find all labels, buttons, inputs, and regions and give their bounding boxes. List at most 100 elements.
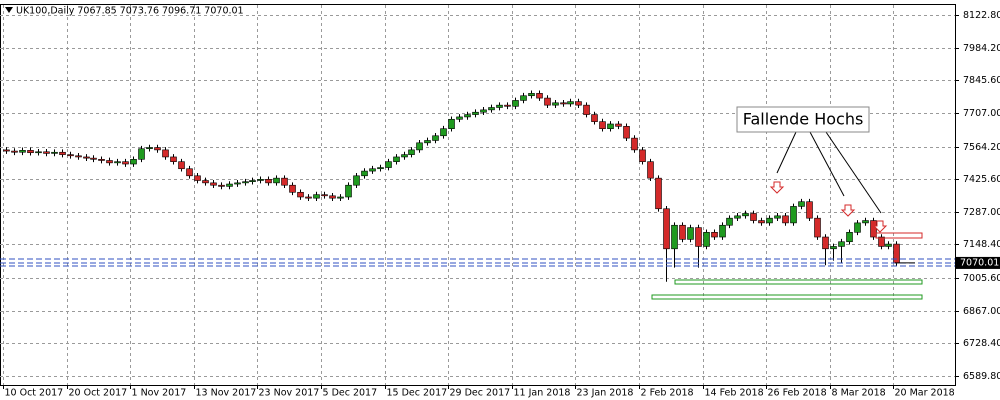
candle-body [289, 184, 296, 193]
candle-body [798, 201, 805, 207]
candle-body [321, 194, 328, 197]
candle-body [782, 215, 789, 224]
down-arrow [872, 220, 888, 233]
candle-body [504, 104, 511, 107]
candle-body [218, 184, 225, 187]
candle-body [19, 150, 26, 153]
x-tick-label: 23 Jan 2018 [577, 388, 634, 399]
candle-body [162, 149, 169, 158]
y-tick-label: 6728.40 [963, 338, 1000, 349]
candle-body [106, 160, 113, 164]
candle-body [854, 222, 861, 233]
y-tick-label: 7005.60 [963, 273, 1000, 284]
x-tick-label: 5 Dec 2017 [323, 388, 378, 399]
candle-body [695, 227, 702, 247]
candle-body [528, 93, 535, 97]
candle-body [790, 206, 797, 224]
candle-body [806, 201, 813, 219]
y-tick-label: 7845.60 [963, 75, 1000, 86]
annotation: Fallende Hochs [743, 110, 864, 129]
candle-body [544, 97, 551, 106]
pointer-line [809, 131, 845, 197]
candle-body [599, 121, 606, 129]
candle-body [822, 236, 829, 250]
candle-body [878, 236, 885, 247]
candle-body [424, 140, 431, 144]
y-tick-label: 7564.20 [963, 142, 1000, 153]
y-tick-label: 6589.80 [963, 371, 1000, 382]
candle-body [90, 157, 97, 160]
y-tick-label: 7148.40 [963, 239, 1000, 250]
x-tick-label: 1 Nov 2017 [132, 388, 187, 399]
candle-body [59, 151, 66, 155]
candle-body [98, 159, 105, 161]
candles [3, 90, 900, 282]
candle-body [242, 181, 249, 184]
y-tick-label: 8122.80 [963, 10, 1000, 21]
candle-body [345, 184, 352, 198]
candle-body [401, 154, 408, 158]
candle-body [178, 161, 185, 170]
annotation-lines [776, 131, 882, 214]
support-box [651, 294, 923, 300]
candle-body [265, 179, 272, 184]
candle-body [51, 151, 58, 154]
candle-body [663, 208, 670, 250]
candle-body [536, 93, 543, 99]
candle-body [440, 128, 447, 137]
pointer-line [825, 131, 882, 214]
candle-body [814, 217, 821, 238]
candle-body [750, 213, 757, 221]
candle-body [11, 150, 18, 153]
candle-body [202, 180, 209, 184]
candle-body [607, 123, 614, 129]
candle-body [480, 109, 487, 113]
candle-body [885, 243, 892, 247]
x-tick-label: 20 Oct 2017 [69, 388, 128, 399]
resistance-box [875, 232, 923, 239]
candle-body [687, 227, 694, 240]
candle-body [75, 155, 82, 158]
candle-body [703, 232, 710, 247]
candle-body [512, 100, 519, 107]
candle-body [496, 104, 503, 108]
x-tick-label: 2 Feb 2018 [641, 388, 694, 399]
candle-body [583, 104, 590, 115]
candle-body [774, 215, 781, 219]
candle-body [281, 177, 288, 186]
candle-body [591, 114, 598, 122]
candle-body [35, 151, 42, 154]
x-tick-label: 10 Oct 2017 [5, 388, 64, 399]
candle-body [567, 101, 574, 105]
candle-body [234, 182, 241, 185]
candle-body [615, 123, 622, 127]
y-tick-label: 7707.00 [963, 108, 1000, 119]
candle-body [639, 149, 646, 162]
down-arrow [769, 181, 785, 194]
x-tick-label: 11 Jan 2018 [514, 388, 571, 399]
candle-body [313, 194, 320, 199]
candle-body [846, 232, 853, 243]
candle-body [472, 111, 479, 115]
y-tick-label: 6867.00 [963, 306, 1000, 317]
candle-body [456, 116, 463, 120]
candle-body [520, 95, 527, 101]
x-tick-label: 29 Dec 2017 [450, 388, 511, 399]
candle-body [43, 151, 50, 154]
candle-body [3, 149, 10, 152]
candle-body [122, 161, 129, 165]
candle-body [560, 102, 567, 105]
candle-body [464, 114, 471, 118]
candle-body [369, 168, 376, 172]
candle-body [27, 150, 34, 154]
candle-body [226, 183, 233, 187]
candle-body [719, 224, 726, 238]
candle-body [337, 196, 344, 199]
pointer-line [776, 131, 797, 174]
candle-body [742, 213, 749, 217]
candle-body [146, 147, 153, 150]
candle-body [353, 175, 360, 186]
candle-body [679, 224, 686, 240]
candle-body [893, 243, 900, 264]
